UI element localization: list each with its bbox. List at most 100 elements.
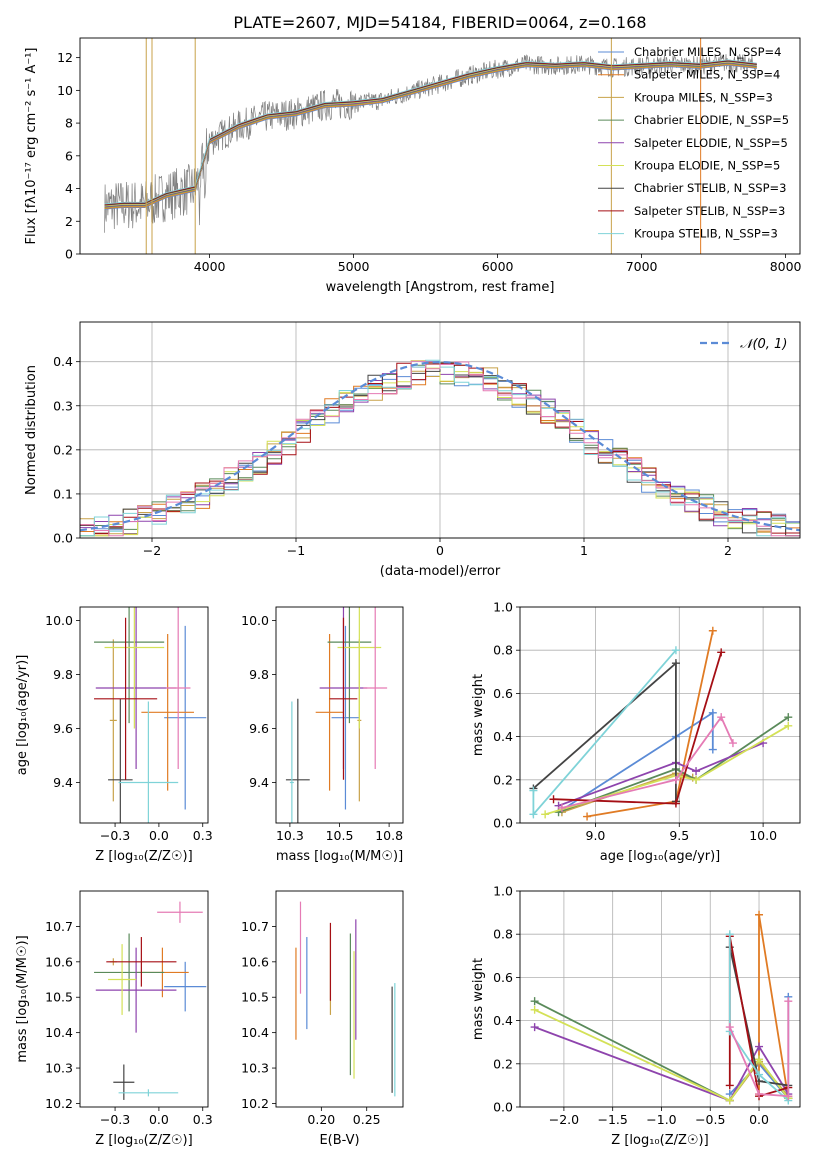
y-tick-label: 0.1	[53, 486, 73, 501]
weight-marker	[784, 997, 793, 1006]
spectrum-title: PLATE=2607, MJD=54184, FIBERID=0064, z=0…	[233, 13, 646, 32]
x-tick-label: 10.0	[749, 828, 777, 843]
y-tick-label: 0.6	[493, 970, 513, 985]
y-tick-label: 0.0	[493, 816, 513, 831]
y-axis-label: Normed distribution	[24, 365, 39, 495]
y-tick-label: 12	[57, 50, 73, 65]
x-tick-label: 1	[580, 543, 588, 558]
x-tick-label: 0	[436, 543, 444, 558]
spectrum-legend: Chabrier MILES, N_SSP=4 Salpeter MILES, N…	[598, 45, 789, 241]
axes-frame	[519, 606, 801, 824]
y-tick-label: 1.0	[493, 600, 513, 615]
x-tick-label: 0.0	[149, 828, 169, 843]
x-tick-label: 0.0	[749, 1112, 769, 1127]
axes-frame	[275, 890, 404, 1108]
axes-frame	[519, 890, 801, 1108]
weight-marker	[725, 930, 734, 939]
x-tick-label: −1.5	[598, 1112, 628, 1127]
weight-marker	[530, 997, 539, 1006]
weight-marker	[583, 812, 592, 821]
y-tick-label: 0.2	[493, 772, 513, 787]
y-tick-label: 0	[65, 247, 73, 262]
y-tick-label: 2	[65, 214, 73, 229]
y-tick-label: 9.4	[53, 775, 73, 790]
weight-marker	[717, 648, 726, 657]
y-tick-label: 10.4	[241, 1025, 269, 1040]
y-tick-label: 10.7	[241, 919, 269, 934]
x-axis-label: E(B-V)	[319, 1133, 359, 1148]
x-tick-label: 10.5	[326, 828, 354, 843]
weight-vs-age-panel: 9.0 9.5 10.0 0.0 0.2 0.4 0.6 0.8 1.0 age [log₁₀(a…	[471, 600, 801, 864]
legend-label: Kroupa ELODIE, N_SSP=5	[634, 159, 780, 173]
y-tick-label: 0.4	[493, 1013, 513, 1028]
spectrum-panel: 4000 5000 6000 7000 8000 0 2 4 6 8 10 12 wavelength …	[24, 37, 802, 295]
legend-label: Chabrier ELODIE, N_SSP=5	[634, 113, 789, 127]
weight-line-10	[728, 1001, 790, 1098]
weight-marker	[755, 910, 764, 919]
weight-line-9	[532, 649, 677, 817]
y-tick-label: 4	[65, 181, 73, 196]
y-axis-label: mass [log₁₀(M/M☉)]	[15, 935, 30, 1062]
x-axis-label: mass [log₁₀(M/M☉)]	[276, 849, 403, 864]
x-tick-label: −0.3	[100, 1112, 130, 1127]
y-tick-label: 9.6	[53, 721, 73, 736]
x-tick-label: 0.0	[149, 1112, 169, 1127]
gaussian-curve	[80, 360, 800, 532]
weight-line-10	[561, 715, 734, 809]
legend-label: 𝒩(0, 1)	[740, 337, 787, 352]
x-axis-label: (data-model)/error	[380, 564, 501, 579]
x-tick-label: −0.5	[695, 1112, 725, 1127]
y-axis-label: mass weight	[471, 958, 486, 1040]
y-tick-label: 9.8	[249, 667, 269, 682]
histograms	[80, 359, 800, 537]
legend-label: Salpeter MILES, N_SSP=4	[634, 68, 780, 82]
x-tick-label: 6000	[482, 259, 514, 274]
x-axis-label: age [log₁₀(age/yr)]	[600, 849, 721, 864]
axes-frame	[79, 890, 209, 1108]
residual-distribution-panel: −2 −1 0 1 2 0.0 0.1 0.2 0.3 0.4 (data-model)/error…	[24, 321, 801, 579]
weight-marker	[728, 739, 737, 748]
weight-line-1	[561, 711, 714, 811]
y-tick-label: 10.5	[241, 990, 269, 1005]
error-bars	[285, 607, 388, 823]
y-tick-label: 0.0	[53, 531, 73, 546]
weight-marker	[692, 775, 701, 784]
y-tick-label: 9.4	[249, 775, 269, 790]
weight-marker	[557, 803, 566, 812]
weight-marker	[755, 1090, 764, 1099]
x-tick-label: −1.0	[646, 1112, 676, 1127]
x-tick-label: 7000	[626, 259, 658, 274]
legend-label: Salpeter STELIB, N_SSP=3	[634, 204, 785, 218]
weight-marker	[784, 1092, 793, 1101]
weight-marker	[529, 810, 538, 819]
y-tick-label: 0.3	[53, 398, 73, 413]
weight-marker	[671, 646, 680, 655]
y-axis-label: mass weight	[471, 674, 486, 756]
weight-line-9	[728, 934, 789, 1102]
y-tick-label: 0.2	[53, 442, 73, 457]
weight-marker	[755, 1070, 764, 1079]
weight-marker	[708, 708, 717, 717]
axes-frame	[79, 321, 801, 539]
weight-marker	[671, 775, 680, 784]
weight-line-5	[534, 1026, 790, 1102]
x-tick-label: −1	[287, 543, 305, 558]
x-tick-label: 10.3	[276, 828, 304, 843]
weight-marker	[530, 1023, 539, 1032]
weight-marker	[541, 810, 550, 819]
legend-label: Kroupa MILES, N_SSP=3	[634, 90, 773, 104]
mass-vs-ebv-panel: 0.20 0.25 10.2 10.3 10.4 10.5 10.6 10.7 E(B-V)	[241, 890, 404, 1148]
y-tick-label: 0.2	[493, 1056, 513, 1071]
weight-marker	[671, 659, 680, 668]
x-axis-label: Z [log₁₀(Z/Z☉)]	[611, 1133, 708, 1148]
y-axis-label: Flux [fλ10⁻¹⁷ erg cm⁻² s⁻¹ A⁻¹]	[24, 48, 39, 245]
mass-vs-metallicity-panel: −0.3 0.0 0.3 10.2 10.3 10.4 10.5 10.6 10.7 Z [log…	[15, 890, 213, 1148]
y-tick-label: 10.6	[45, 954, 73, 969]
x-tick-label: 5000	[338, 259, 370, 274]
legend-label: Chabrier STELIB, N_SSP=3	[634, 181, 786, 195]
x-axis-label: wavelength [Angstrom, rest frame]	[326, 280, 555, 295]
weight-vs-metallicity-panel: −2.0 −1.5 −1.0 −0.5 0.0 0.0 0.2 0.4 0.6 0.8 1.0 Z […	[471, 884, 801, 1148]
weight-marker	[755, 1055, 764, 1064]
spectrum-lines	[104, 38, 757, 254]
